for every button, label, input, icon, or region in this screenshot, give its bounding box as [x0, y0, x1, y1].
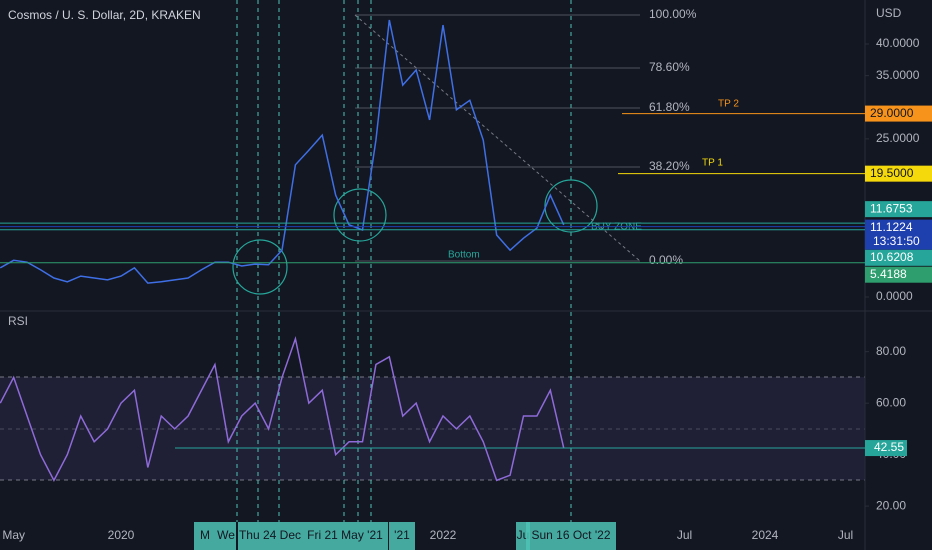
fib-label: 0.00%: [649, 253, 683, 267]
time-marker: '21: [394, 528, 410, 542]
time-marker: Sun 16 Oct '22: [531, 528, 610, 542]
time-marker: Fri 21 May '21: [307, 528, 383, 542]
fib-label: 38.20%: [649, 159, 690, 173]
annotation: Bottom: [448, 250, 480, 261]
rsi-tick-label: 80.00: [876, 344, 906, 358]
fib-labels: 100.00% 78.60% 61.80% 38.20% 0.00%: [649, 7, 697, 267]
price-label-box: [865, 165, 932, 182]
time-marker: Thu 24 Dec: [239, 528, 301, 542]
time-marker-box: [216, 522, 236, 550]
price-label-box: [865, 249, 932, 266]
price-label-box: [865, 105, 932, 122]
price-label-box: [865, 219, 932, 250]
price-label-box: [865, 266, 932, 283]
zone-circle: [544, 179, 598, 233]
y-tick-label: 35.0000: [876, 68, 920, 82]
price-label: 11.6753: [870, 201, 913, 215]
rsi-tick-label: 20.00: [876, 498, 906, 512]
time-marker-box: [194, 522, 216, 550]
annotation: TP 2: [718, 99, 739, 110]
rsi-line: [0, 335, 565, 482]
fib-label: 100.00%: [649, 7, 697, 21]
price-label-box: [865, 201, 932, 218]
time-marker: M: [200, 528, 210, 542]
x-tick-label: May: [2, 528, 25, 542]
fib-lines: [355, 14, 640, 262]
x-tick-label: 2020: [108, 528, 135, 542]
y-unit: USD: [876, 6, 902, 20]
trend-line: [354, 14, 641, 262]
y-tick-label: 25.0000: [876, 131, 920, 145]
rsi-label-box: [865, 440, 907, 457]
zone-circle: [333, 188, 387, 242]
zone-circle: [232, 239, 288, 295]
price-line: [0, 19, 565, 284]
x-tick-label: Jul: [677, 528, 692, 542]
countdown: 13:31:50: [873, 234, 920, 248]
price-label: 10.6208: [870, 250, 914, 264]
chart-title: Cosmos / U. S. Dollar, 2D, KRAKEN: [8, 8, 201, 22]
rsi-title: RSI: [8, 314, 28, 328]
price-label: 19.5000: [870, 166, 914, 180]
fib-label: 78.60%: [649, 60, 690, 74]
x-tick-label: Jul: [838, 528, 853, 542]
price-label: 29.0000: [870, 106, 914, 120]
price-label: 11.1224: [870, 220, 913, 234]
time-marker-box: [389, 522, 415, 550]
time-marker-box: [238, 522, 302, 550]
y-tick-label: 40.0000: [876, 36, 920, 50]
time-marker-box: [302, 522, 388, 550]
x-tick-label: 2022: [430, 528, 457, 542]
zones: [232, 179, 598, 295]
fib-label: 61.80%: [649, 100, 690, 114]
time-marker-box: [526, 522, 616, 550]
rsi-levels: [0, 376, 865, 481]
annotation: BUY ZONE: [591, 222, 642, 233]
price-label: 5.4188: [870, 267, 907, 281]
annotation: TP 1: [702, 158, 723, 169]
vertical-markers: [236, 0, 572, 522]
x-tick-label: 2024: [752, 528, 779, 542]
rsi-value-label: 42.55: [874, 440, 904, 454]
rsi-tick-label: 60.00: [876, 395, 906, 409]
y-tick-label: 0.0000: [876, 289, 913, 303]
time-marker: We: [217, 528, 235, 542]
